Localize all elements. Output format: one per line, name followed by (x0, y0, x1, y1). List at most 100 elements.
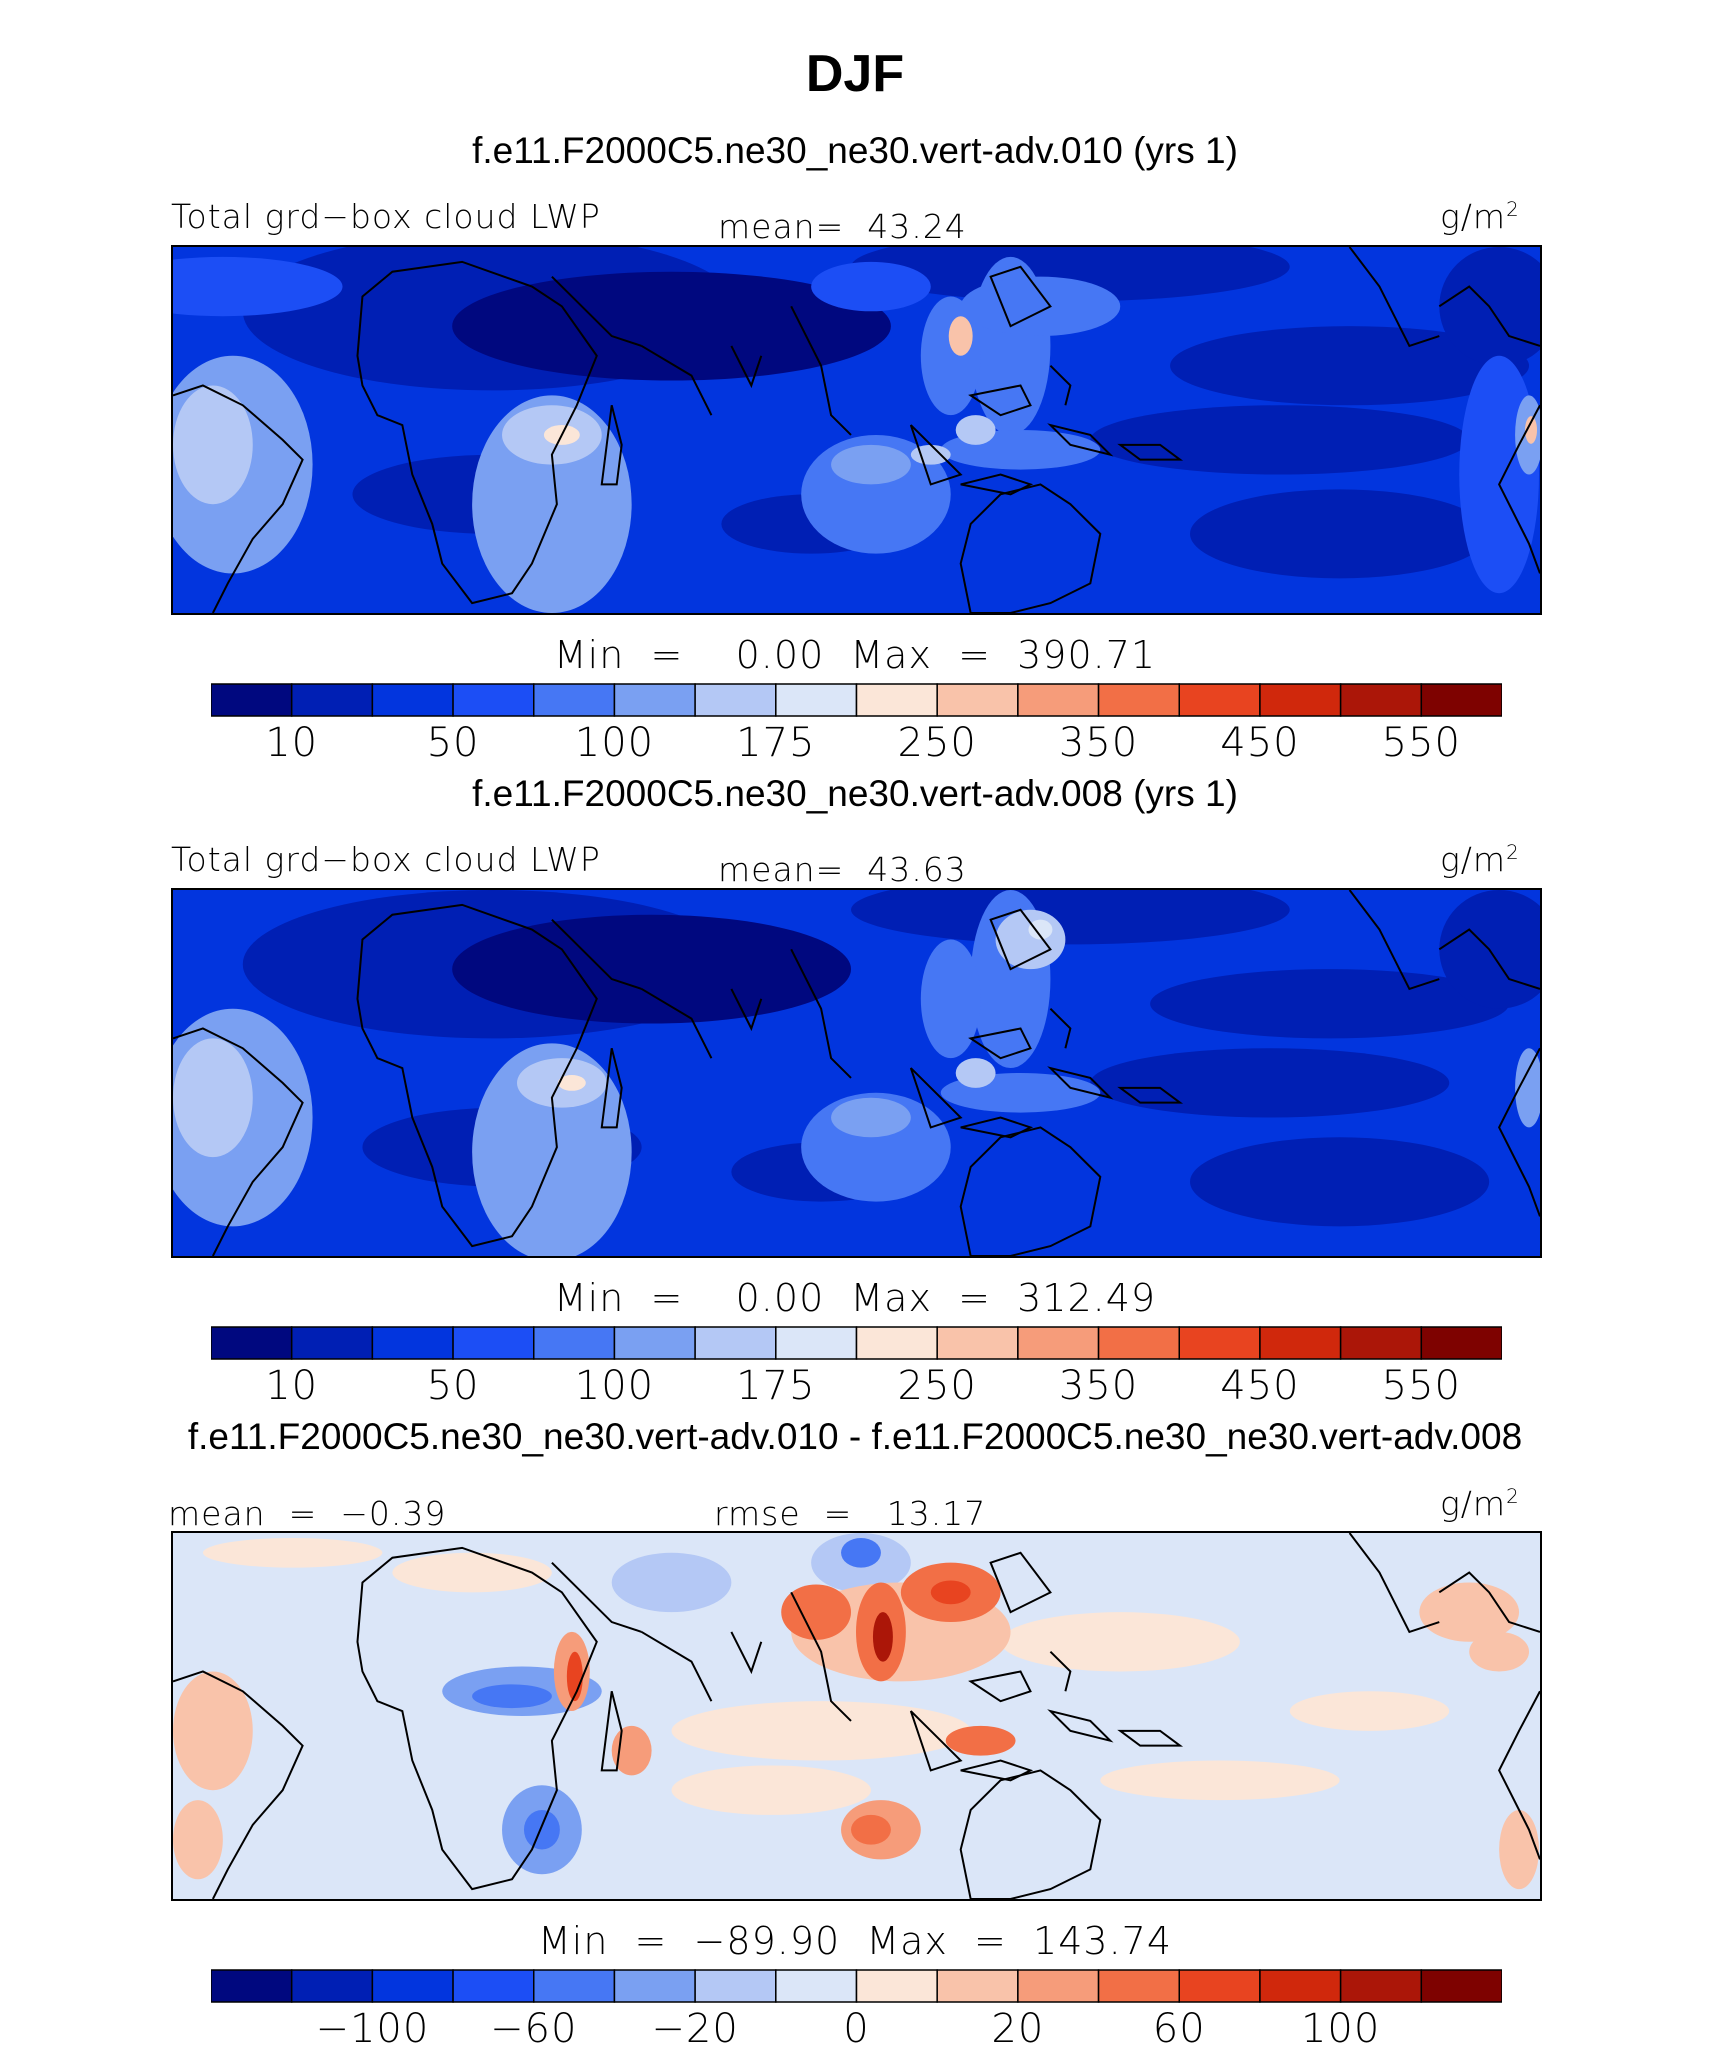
panel-1-map (171, 245, 1542, 615)
colorbar-3-tick-label: −60 (490, 2006, 578, 2052)
colorbar-2-box-9 (936, 1326, 1019, 1360)
panel-2-map (171, 888, 1542, 1258)
panel-1-colorbar (211, 683, 1502, 717)
colorbar-3-box-15 (1420, 1969, 1502, 2003)
panel-3-colorbar (211, 1969, 1502, 2003)
colorbar-2-tick-label: 175 (736, 1363, 816, 1409)
colorbar-1-box-12 (1178, 683, 1261, 717)
colorbar-3-tick-label: 60 (1152, 2006, 1206, 2052)
colorbar-2-tick-label: 350 (1058, 1363, 1139, 1409)
colorbar-2-box-5 (613, 1326, 696, 1360)
colorbar-3-box-12 (1178, 1969, 1261, 2003)
panel-2-min-max: Min = 0.00 Max = 312.49 (553, 1276, 1157, 1320)
colorbar-3-box-6 (694, 1969, 777, 2003)
colorbar-2-tick-label: 550 (1381, 1363, 1461, 1409)
colorbar-3-box-8 (855, 1969, 938, 2003)
colorbar-1-tick-label: 250 (897, 720, 977, 766)
panel-1-mean-label: mean= 43.24 (718, 207, 967, 246)
colorbar-2-box-13 (1259, 1326, 1342, 1360)
panel-3-min-max: Min = −89.90 Max = 143.74 (537, 1919, 1173, 1963)
colorbar-1-tick-label: 450 (1220, 720, 1300, 766)
colorbar-1-box-0 (211, 683, 293, 717)
colorbar-2-box-12 (1178, 1326, 1261, 1360)
colorbar-3-box-7 (775, 1969, 858, 2003)
colorbar-2-box-7 (775, 1326, 858, 1360)
colorbar-2-tick-label: 50 (426, 1363, 480, 1409)
panel-3-colorbar-svg (211, 1969, 1502, 2003)
colorbar-1-box-3 (452, 683, 535, 717)
figure-title: DJF (805, 45, 905, 103)
panel-2-colorbar-svg (211, 1326, 1502, 1360)
colorbar-3-box-0 (211, 1969, 293, 2003)
colorbar-1-box-4 (533, 683, 616, 717)
panel-2-colorbar (211, 1326, 1502, 1360)
colorbar-2-tick-label: 450 (1220, 1363, 1300, 1409)
colorbar-1-box-11 (1097, 683, 1180, 717)
colorbar-1-box-5 (613, 683, 696, 717)
colorbar-1-box-7 (775, 683, 858, 717)
colorbar-3-box-4 (533, 1969, 616, 2003)
colorbar-3-box-2 (371, 1969, 454, 2003)
panel-3-mean-label: mean = −0.39 (168, 1494, 447, 1533)
colorbar-1-tick-label: 100 (574, 720, 655, 766)
colorbar-2-box-1 (290, 1326, 374, 1360)
panel-3-map-svg (173, 1533, 1540, 1899)
colorbar-2-tick-label: 10 (265, 1363, 319, 1409)
panel-2-map-svg (173, 890, 1540, 1256)
panel-3-map (171, 1531, 1542, 1901)
panel-1-units-label: g/m2 (1440, 197, 1520, 236)
colorbar-2-box-3 (452, 1326, 535, 1360)
colorbar-1-box-13 (1259, 683, 1342, 717)
panel-3-colorbar-ticks: −100 −60 −20 0 20 60 100 (211, 2006, 1502, 2052)
colorbar-3-box-11 (1097, 1969, 1180, 2003)
panel-3-title: f.e11.F2000C5.ne30_ne30.vert-adv.010 - f… (187, 1416, 1523, 1457)
colorbar-1-box-2 (371, 683, 454, 717)
colorbar-3-box-9 (936, 1969, 1019, 2003)
panel-2-units-label: g/m2 (1440, 840, 1520, 879)
colorbar-1-box-1 (290, 683, 374, 717)
colorbar-1-box-9 (936, 683, 1019, 717)
colorbar-3-tick-label: 100 (1300, 2006, 1381, 2052)
colorbar-3-box-14 (1339, 1969, 1423, 2003)
colorbar-1-tick-label: 10 (265, 720, 319, 766)
colorbar-2-box-14 (1339, 1326, 1423, 1360)
colorbar-3-box-3 (452, 1969, 535, 2003)
colorbar-2-box-6 (694, 1326, 777, 1360)
colorbar-1-box-10 (1017, 683, 1100, 717)
colorbar-2-box-10 (1017, 1326, 1100, 1360)
colorbar-1-tick-label: 175 (736, 720, 816, 766)
panel-1-min-max: Min = 0.00 Max = 390.71 (553, 633, 1157, 677)
colorbar-3-tick-label: −20 (651, 2006, 739, 2052)
colorbar-1-tick-label: 550 (1381, 720, 1461, 766)
panel-2-title: f.e11.F2000C5.ne30_ne30.vert-adv.008 (yr… (472, 773, 1238, 814)
colorbar-1-box-8 (855, 683, 938, 717)
panel-1-variable-label: Total grd−box cloud LWP (171, 197, 601, 236)
colorbar-3-tick-label: 20 (991, 2006, 1045, 2052)
panel-1-title: f.e11.F2000C5.ne30_ne30.vert-adv.010 (yr… (472, 130, 1238, 171)
colorbar-2-tick-label: 100 (574, 1363, 655, 1409)
colorbar-2-box-11 (1097, 1326, 1180, 1360)
panel-2-colorbar-ticks: 10 50 100 175 250 350 450 550 (211, 1363, 1502, 1409)
colorbar-2-box-4 (533, 1326, 616, 1360)
colorbar-3-tick-label: −100 (315, 2006, 430, 2052)
panel-3-units-label: g/m2 (1440, 1484, 1520, 1523)
colorbar-1-box-15 (1420, 683, 1502, 717)
colorbar-3-tick-label: 0 (843, 2006, 870, 2052)
colorbar-1-box-14 (1339, 683, 1423, 717)
panel-1-colorbar-svg (211, 683, 1502, 717)
colorbar-3-box-1 (290, 1969, 374, 2003)
colorbar-1-tick-label: 50 (426, 720, 480, 766)
panel-1-map-svg (173, 247, 1540, 613)
panel-2-variable-label: Total grd−box cloud LWP (171, 840, 601, 879)
panel-1-colorbar-ticks: 10 50 100 175 250 350 450 550 (211, 720, 1502, 766)
panel-3-rmse-label: rmse = 13.17 (714, 1494, 987, 1533)
colorbar-2-box-0 (211, 1326, 293, 1360)
panel-2-mean-label: mean= 43.63 (718, 850, 967, 889)
colorbar-3-box-10 (1017, 1969, 1100, 2003)
colorbar-3-box-5 (613, 1969, 696, 2003)
colorbar-2-box-15 (1420, 1326, 1502, 1360)
colorbar-2-tick-label: 250 (897, 1363, 977, 1409)
colorbar-2-box-8 (855, 1326, 938, 1360)
colorbar-3-box-13 (1259, 1969, 1342, 2003)
colorbar-1-box-6 (694, 683, 777, 717)
